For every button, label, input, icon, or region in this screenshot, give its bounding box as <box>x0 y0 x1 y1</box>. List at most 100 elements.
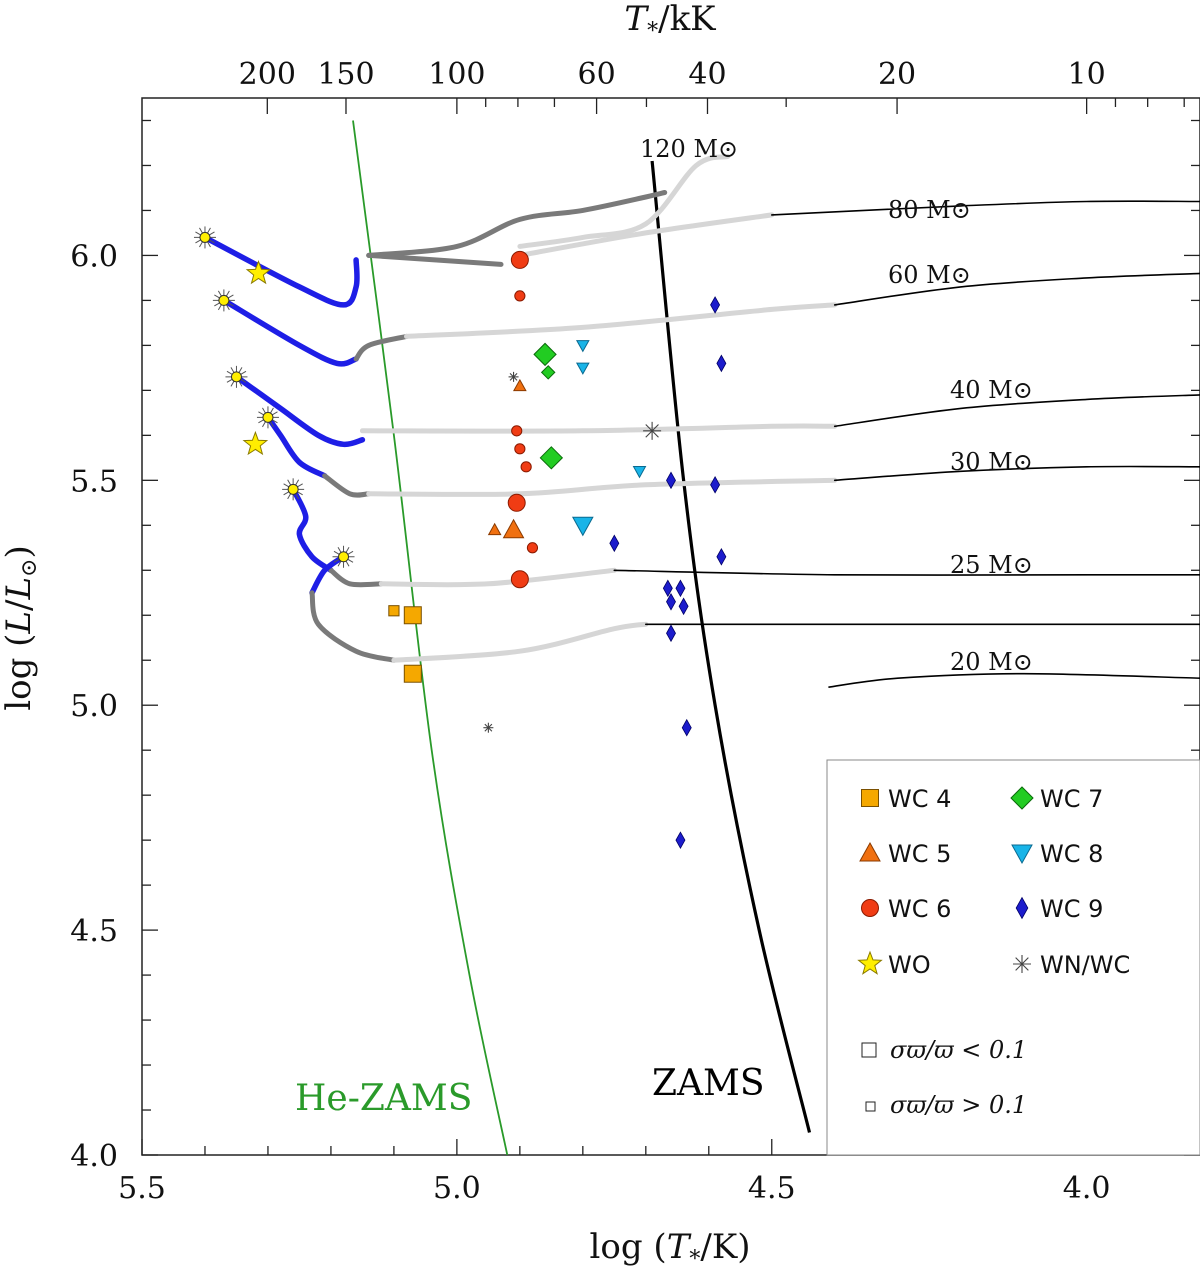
marker-wc7 <box>533 342 557 367</box>
track-light <box>359 423 838 434</box>
marker-wnwc-stroke <box>509 372 518 381</box>
track-label: 120 M⊙ <box>640 135 738 163</box>
track-label: 60 M⊙ <box>888 261 971 289</box>
track-label: 40 M⊙ <box>950 376 1033 404</box>
marker-wc6 <box>514 290 526 302</box>
y-tick-label: 5.0 <box>70 689 118 724</box>
marker-wc7 <box>539 446 564 470</box>
track-black <box>833 272 1200 306</box>
marker-wc4 <box>388 605 400 617</box>
track-light <box>517 212 775 258</box>
track-lines <box>202 120 1200 1155</box>
track-end-dot <box>262 411 274 423</box>
marker-wc6 <box>510 250 529 269</box>
marker-wc8 <box>571 516 594 537</box>
legend-marker-wnwc-stroke <box>1015 957 1029 971</box>
top-tick-label: 100 <box>428 57 485 92</box>
legend-label-wc5: WC 5 <box>888 840 951 868</box>
marker-wc8 <box>575 362 590 375</box>
legend-marker-wc8 <box>1011 844 1033 865</box>
marker-wc9 <box>710 476 721 494</box>
axis-ticks: 5.5 5.0 4.5 4.0 4.0 4.5 5.0 5.5 6.0 200 150 100 60 40… <box>70 57 1200 1206</box>
marker-wc6 <box>514 443 526 455</box>
marker-wc8 <box>632 466 647 479</box>
track-dark <box>366 252 504 267</box>
marker-wnwc <box>483 722 494 733</box>
marker-wc6 <box>520 461 532 473</box>
track-light <box>391 621 649 663</box>
x-tick-label: 4.5 <box>748 1171 796 1206</box>
track-label: 80 M⊙ <box>888 196 971 224</box>
legend-marker-wo <box>857 950 883 975</box>
marker-wo <box>242 430 269 456</box>
marker-wc5 <box>502 518 525 539</box>
marker-wc7 <box>540 365 556 380</box>
legend-label-wc6: WC 6 <box>888 895 951 923</box>
track-label: 30 M⊙ <box>950 448 1033 476</box>
track-blue <box>233 374 366 448</box>
legend-marker-wc4 <box>861 789 879 807</box>
in-plot-labels: 120 M⊙ 80 M⊙ 60 M⊙ 40 M⊙ 30 M⊙ 25 M⊙ 20 M⊙ ZAMS… <box>295 135 1033 1119</box>
y-axis-title: log (L/L⊙) <box>0 545 42 711</box>
track-black <box>833 394 1200 428</box>
track-light <box>404 302 838 339</box>
zams-label: ZAMS <box>652 1063 765 1104</box>
marker-wnwc <box>643 421 662 440</box>
legend: WC 4 WC 7 WC 5 WC 8 WC 6 WC 9 WO WN/WC σϖ/ϖ < 0.… <box>857 785 1130 1119</box>
legend-label-wc7: WC 7 <box>1040 785 1103 813</box>
legend-label-wc8: WC 8 <box>1040 840 1103 868</box>
track-light <box>517 154 731 249</box>
legend-label-wc9: WC 9 <box>1040 895 1103 923</box>
track-end-dot <box>338 551 350 563</box>
marker-wc9 <box>675 579 686 598</box>
he-zams-label: He-ZAMS <box>295 1078 472 1119</box>
track-end-dot <box>287 483 299 495</box>
track-black <box>613 569 1200 576</box>
track-light <box>366 477 838 497</box>
marker-wc6 <box>511 425 523 437</box>
track-light <box>378 567 617 588</box>
track-blue <box>202 234 360 308</box>
legend-size-big <box>861 1042 877 1058</box>
marker-wc9 <box>678 597 689 616</box>
marker-wc4 <box>403 606 422 625</box>
top-tick-label: 200 <box>239 57 296 92</box>
legend-label-wc4: WC 4 <box>888 785 951 813</box>
x-tick-label: 4.0 <box>1063 1171 1111 1206</box>
marker-wc6 <box>526 542 539 554</box>
track-dark <box>366 190 668 258</box>
marker-wc9 <box>681 718 692 737</box>
legend-box <box>826 759 1200 1156</box>
marker-wc4 <box>403 664 422 683</box>
track-black <box>828 672 1200 688</box>
y-tick-label: 4.0 <box>70 1139 118 1174</box>
track-end-dot <box>230 371 242 383</box>
top-tick-label: 150 <box>317 57 374 92</box>
top-tick-label: 40 <box>688 57 726 92</box>
legend-label-wnwc: WN/WC <box>1040 951 1130 979</box>
legend-marker-wc6 <box>861 899 879 917</box>
track-blue <box>221 297 359 367</box>
legend-marker-wc7 <box>1010 786 1034 810</box>
track-blue <box>290 486 334 574</box>
track-blue <box>265 414 328 479</box>
y-tick-label: 4.5 <box>70 914 118 949</box>
marker-wc9 <box>666 624 676 643</box>
marker-wc9 <box>716 354 727 373</box>
legend-marker-wc5 <box>859 841 881 862</box>
marker-wc9 <box>666 592 676 611</box>
marker-wc9 <box>666 471 676 490</box>
track-end-dot <box>199 231 211 243</box>
marker-wnwc-stroke <box>645 424 659 438</box>
track-end-dot <box>218 294 230 306</box>
track-dark <box>309 590 397 663</box>
marker-wc5 <box>487 522 502 536</box>
marker-wc9 <box>710 296 721 314</box>
marker-wc6 <box>510 570 529 589</box>
legend-label-wo: WO <box>888 951 931 979</box>
track-black <box>771 200 1200 216</box>
marker-wc6 <box>507 493 526 512</box>
top-tick-label: 20 <box>878 57 916 92</box>
marker-wo <box>245 259 272 285</box>
legend-size-small <box>865 1101 876 1112</box>
